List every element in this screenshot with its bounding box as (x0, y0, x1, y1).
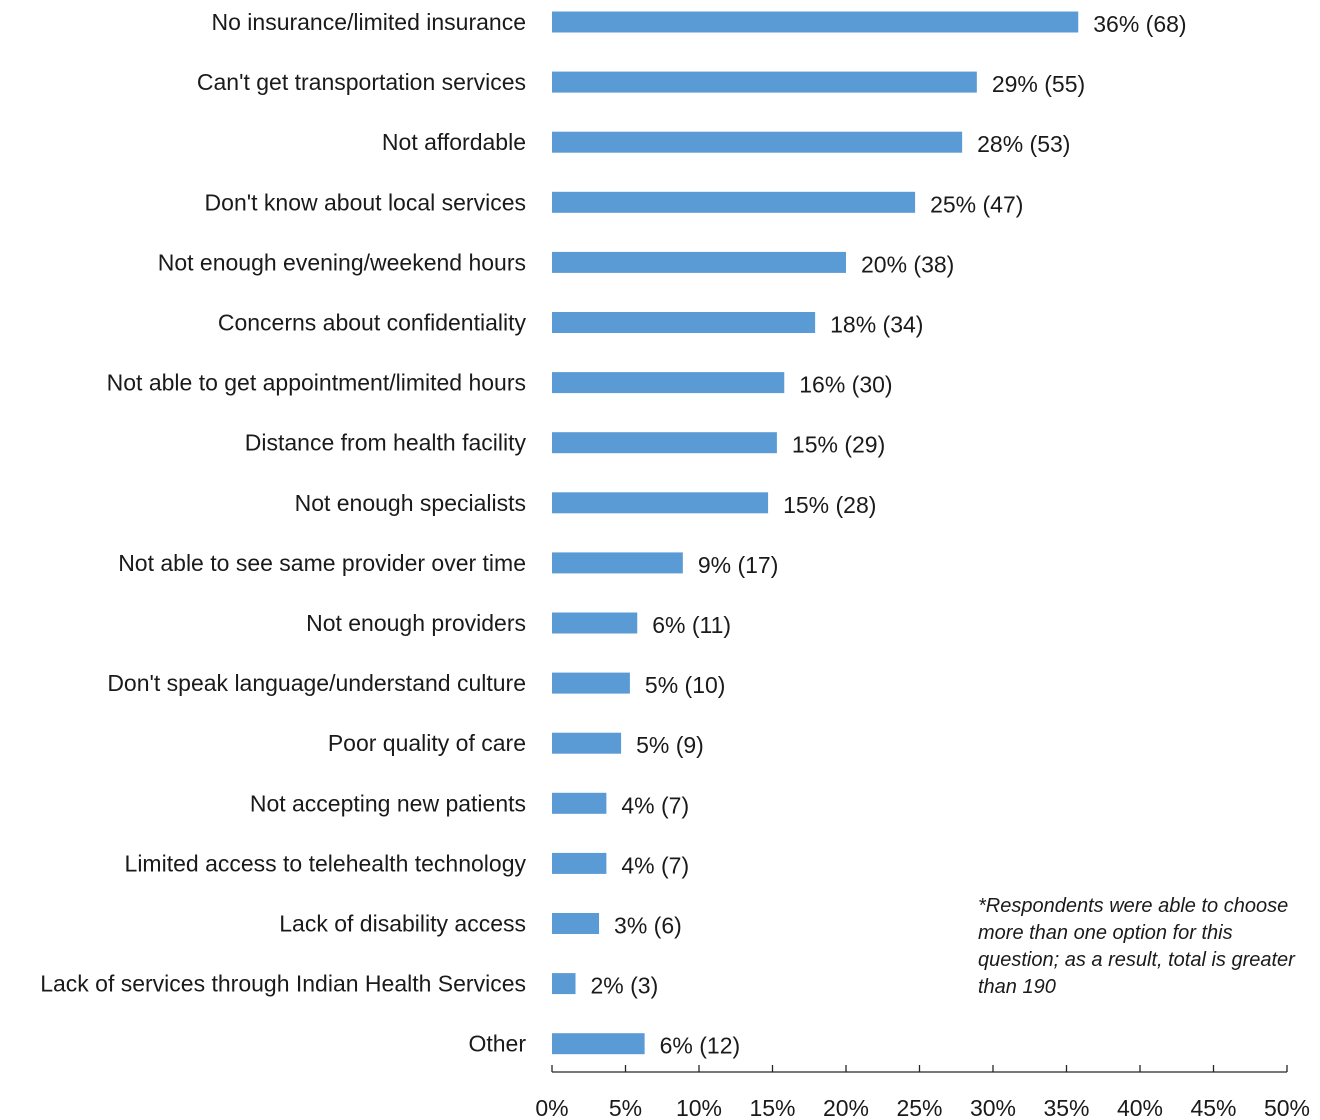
x-axis: 0% 5% 10% 15% 20% 25% 30% 35% 40% 45% 50% (535, 1065, 1310, 1120)
data-label: 4% (7) (621, 792, 689, 818)
category-label: Not able to get appointment/limited hour… (107, 370, 526, 396)
category-label: Poor quality of care (328, 730, 526, 756)
x-tick-label: 20% (823, 1095, 869, 1120)
x-tick-label: 35% (1043, 1095, 1089, 1120)
category-label: Not enough providers (306, 610, 526, 636)
x-tick-label: 50% (1264, 1095, 1310, 1120)
data-label: 20% (38) (861, 251, 954, 277)
bar (552, 973, 576, 995)
x-tick-label: 15% (749, 1095, 795, 1120)
bar (552, 672, 630, 694)
bar (552, 432, 777, 454)
data-label: 36% (68) (1093, 11, 1186, 37)
data-label: 3% (6) (614, 913, 682, 939)
x-tick-label: 10% (676, 1095, 722, 1120)
x-tick-label: 45% (1190, 1095, 1236, 1120)
x-tick-label: 40% (1117, 1095, 1163, 1120)
bar (552, 852, 607, 874)
x-tick-label: 5% (609, 1095, 642, 1120)
bar (552, 11, 1079, 33)
category-label: Can't get transportation services (197, 69, 526, 95)
bar (552, 251, 846, 273)
data-label: 5% (9) (636, 732, 704, 758)
bar (552, 71, 977, 93)
bar (552, 372, 785, 394)
data-label: 2% (3) (591, 973, 659, 999)
category-label: Not enough specialists (295, 490, 526, 516)
bar (552, 913, 600, 934)
data-label: 25% (47) (930, 191, 1023, 217)
category-label: Concerns about confidentiality (218, 310, 527, 336)
data-label: 15% (29) (792, 432, 885, 458)
x-tick-label: 25% (896, 1095, 942, 1120)
category-label: Don't speak language/understand culture (107, 670, 526, 696)
category-label: Other (468, 1031, 526, 1057)
data-label: 6% (12) (660, 1033, 741, 1059)
bar (552, 492, 769, 514)
bar (552, 131, 963, 153)
x-tick-label: 0% (535, 1095, 568, 1120)
data-label: 5% (10) (645, 672, 726, 698)
data-label: 9% (17) (698, 552, 779, 578)
category-label: Not affordable (382, 129, 526, 155)
data-label: 28% (53) (977, 131, 1070, 157)
bar (552, 1033, 645, 1055)
bars-layer: No insurance/limited insurance 36% (68) Ca… (40, 9, 1186, 1059)
category-label: Lack of disability access (279, 911, 526, 937)
data-label: 6% (11) (652, 612, 731, 638)
footnote: *Respondents were able to choose more th… (978, 895, 1295, 998)
bar (552, 732, 622, 754)
category-label: Don't know about local services (205, 189, 526, 215)
x-tick-label: 30% (970, 1095, 1016, 1120)
category-label: Lack of services through Indian Health S… (40, 971, 526, 997)
data-label: 18% (34) (830, 312, 923, 338)
data-label: 15% (28) (783, 492, 876, 518)
category-label: Not enough evening/weekend hours (158, 249, 526, 275)
data-label: 4% (7) (621, 852, 689, 878)
category-label: No insurance/limited insurance (212, 9, 527, 35)
category-label: Not accepting new patients (250, 790, 526, 816)
bar (552, 792, 607, 814)
bar (552, 552, 683, 574)
bar (552, 612, 638, 634)
category-label: Limited access to telehealth technology (125, 850, 527, 876)
data-label: 29% (55) (992, 71, 1085, 97)
category-label: Distance from health facility (245, 430, 527, 456)
category-label: Not able to see same provider over time (118, 550, 526, 576)
bar (552, 191, 916, 213)
bar (552, 312, 816, 333)
data-label: 16% (30) (799, 372, 892, 398)
